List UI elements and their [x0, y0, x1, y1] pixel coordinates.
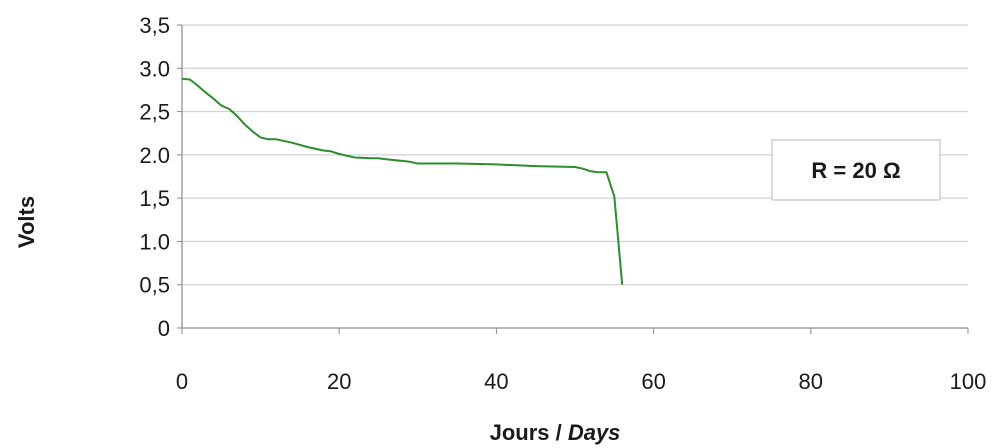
y-tick-label: 3.0 — [139, 56, 170, 81]
axis-layer — [177, 24, 969, 334]
x-tick-label: 80 — [799, 369, 823, 394]
y-tick-label: 1,5 — [139, 186, 170, 211]
x-tick-label: 40 — [484, 369, 508, 394]
y-tick-label: 3,5 — [139, 13, 170, 38]
x-tick-label: 0 — [176, 369, 188, 394]
x-tick-label: 60 — [641, 369, 665, 394]
x-axis-title: Jours / Days — [490, 420, 621, 445]
annotation-frame — [771, 139, 941, 201]
series-layer — [181, 77, 624, 285]
grid-layer — [182, 24, 968, 286]
x-axis-title-italic: Days — [568, 420, 621, 445]
annotation-label: R = 20 Ω — [811, 158, 900, 183]
x-tick-label: 100 — [950, 369, 987, 394]
y-tick-label: 2.0 — [139, 143, 170, 168]
x-tick-label: 20 — [327, 369, 351, 394]
y-tick-label: 2,5 — [139, 100, 170, 125]
y-tick-label: 1.0 — [139, 229, 170, 254]
y-tick-labels: 0 0,5 1.0 1,5 2.0 2,5 3.0 3,5 — [139, 13, 170, 341]
annotation-box: R = 20 Ω — [771, 139, 941, 201]
y-tick-label: 0 — [158, 316, 170, 341]
y-axis-title: Volts — [14, 196, 39, 248]
series-line — [181, 77, 624, 285]
x-tick-labels: 0 20 40 60 80 100 — [176, 369, 986, 394]
x-axis-title-main: Jours / — [490, 420, 568, 445]
y-tick-label: 0,5 — [139, 273, 170, 298]
